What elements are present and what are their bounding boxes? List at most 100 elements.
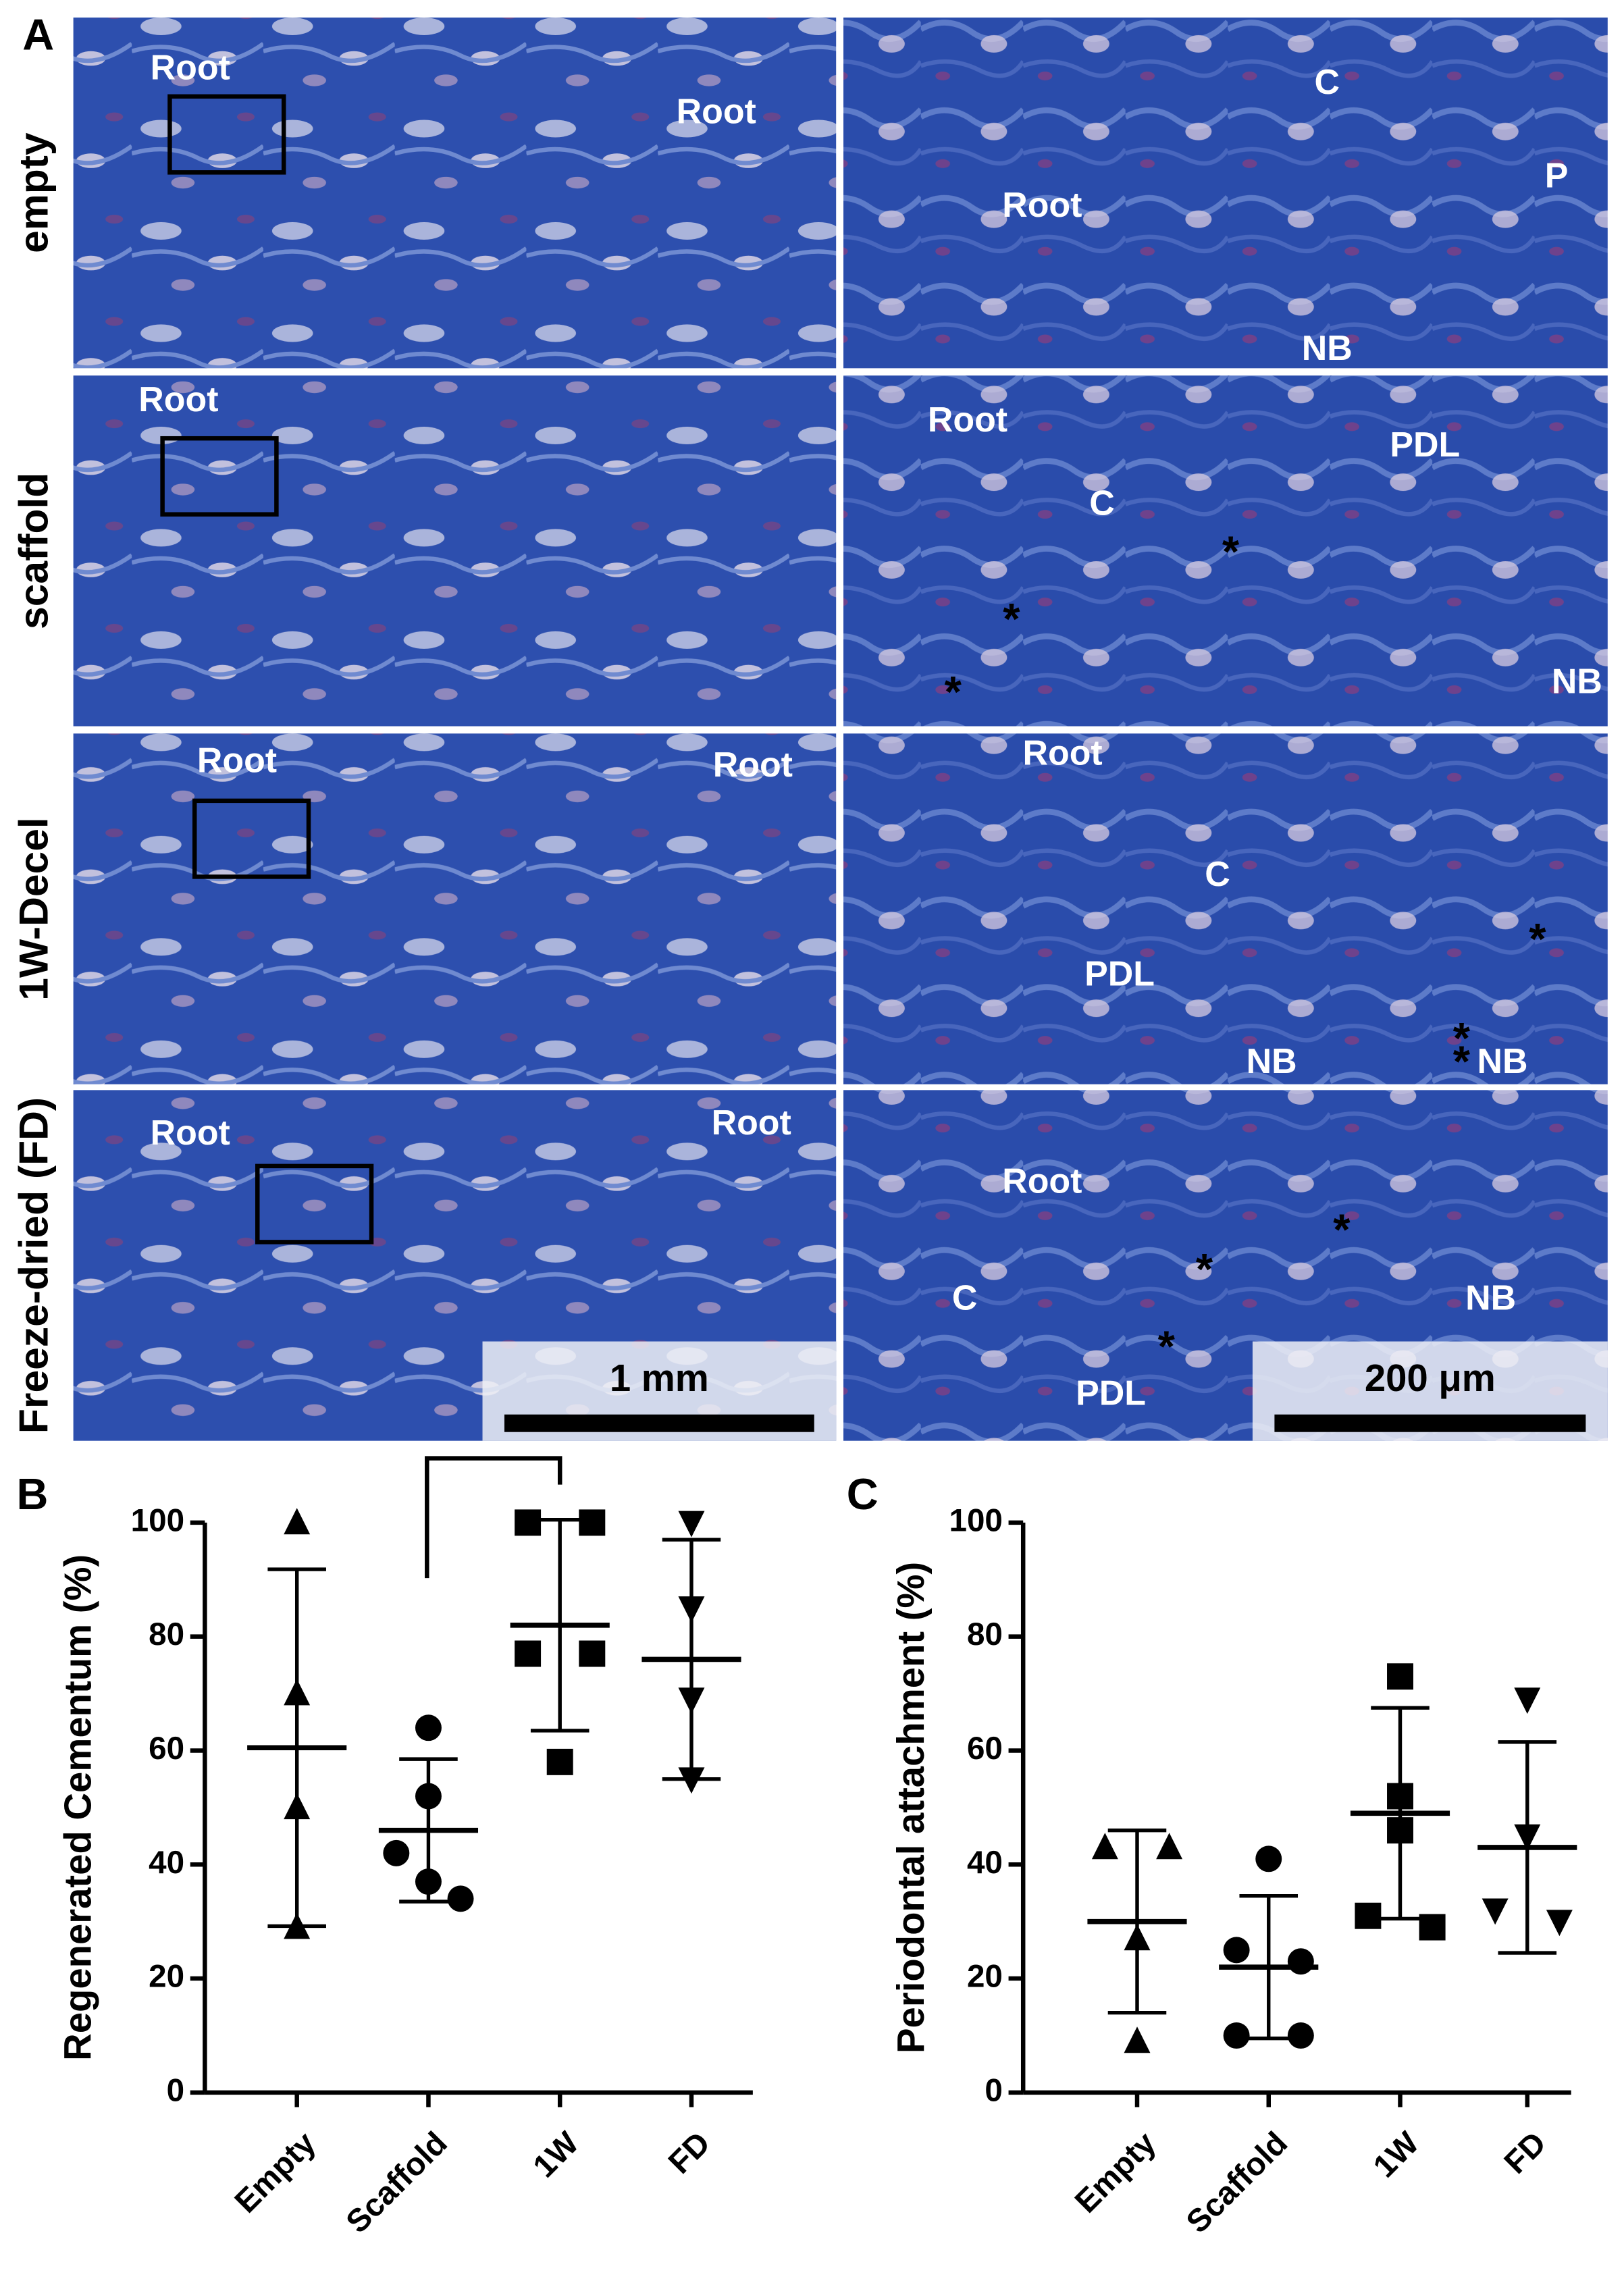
row-label: 1W-Decel bbox=[10, 817, 56, 1000]
point bbox=[1546, 1910, 1573, 1937]
point bbox=[1223, 2022, 1250, 2049]
inset-box bbox=[160, 436, 279, 517]
image-label: NB bbox=[1465, 1279, 1516, 1318]
image-label: C bbox=[1089, 483, 1115, 523]
image-label: C bbox=[1205, 855, 1230, 894]
scale-label: 1 mm bbox=[610, 1357, 709, 1399]
histology-image bbox=[843, 733, 1608, 1084]
scale-bar bbox=[504, 1414, 814, 1432]
image-label: Root bbox=[712, 1103, 791, 1143]
y-tick-label: 20 bbox=[967, 1959, 1003, 1995]
point bbox=[579, 1509, 606, 1536]
point bbox=[1091, 1833, 1118, 1860]
image-label: NB bbox=[1302, 329, 1353, 368]
point bbox=[1223, 1937, 1250, 1964]
point bbox=[1287, 2022, 1314, 2049]
row-label: empty bbox=[10, 132, 56, 253]
y-tick-label: 0 bbox=[985, 2072, 1002, 2108]
point bbox=[1482, 1898, 1509, 1925]
image-label: Root bbox=[713, 745, 793, 785]
image-label: PDL bbox=[1076, 1373, 1146, 1413]
point bbox=[678, 1511, 705, 1538]
image-label: Root bbox=[1023, 734, 1103, 773]
histology-image bbox=[843, 17, 1608, 369]
image-label: P bbox=[1545, 157, 1569, 196]
image-label: Root bbox=[151, 49, 230, 88]
point bbox=[447, 1885, 474, 1912]
x-tick-label: Empty bbox=[1068, 2125, 1163, 2220]
y-tick-label: 100 bbox=[949, 1502, 1002, 1538]
image-label: NB bbox=[1247, 1042, 1297, 1081]
histology-image bbox=[73, 375, 837, 727]
significance-bracket bbox=[425, 1456, 562, 1579]
point bbox=[1514, 1687, 1541, 1714]
x-tick-label: Scaffold bbox=[1180, 2125, 1294, 2240]
x-tick-label: Scaffold bbox=[340, 2125, 454, 2240]
point bbox=[1156, 1833, 1183, 1860]
image-label: Root bbox=[138, 380, 218, 419]
image-label: NB bbox=[1552, 662, 1602, 701]
image-label: * bbox=[1529, 914, 1546, 964]
y-tick-label: 80 bbox=[967, 1617, 1003, 1652]
point bbox=[546, 1748, 573, 1775]
panel-letter: C bbox=[847, 1469, 879, 1519]
point bbox=[415, 1714, 442, 1741]
inset-box bbox=[192, 798, 311, 879]
y-axis-title: Regenerated Cementum (%) bbox=[56, 1554, 99, 2061]
y-tick-label: 40 bbox=[149, 1845, 184, 1881]
y-tick-label: 60 bbox=[967, 1731, 1003, 1766]
point bbox=[383, 1839, 410, 1866]
point bbox=[1255, 1845, 1282, 1872]
image-label: C bbox=[1315, 63, 1340, 102]
x-tick-label: FD bbox=[1498, 2125, 1553, 2180]
histology-image bbox=[73, 17, 837, 369]
point bbox=[1124, 2026, 1151, 2053]
point bbox=[515, 1509, 542, 1536]
y-tick-label: 100 bbox=[131, 1502, 184, 1538]
point bbox=[579, 1640, 606, 1667]
image-label: Root bbox=[1002, 186, 1082, 225]
image-label: * bbox=[1222, 527, 1240, 576]
image-label: * bbox=[1453, 1037, 1471, 1086]
panel-letter: B bbox=[17, 1469, 49, 1519]
image-label: Root bbox=[1002, 1162, 1082, 1201]
y-tick-label: 0 bbox=[167, 2072, 184, 2108]
image-label: * bbox=[1003, 594, 1020, 644]
point bbox=[1387, 1663, 1413, 1690]
inset-box bbox=[255, 1163, 374, 1244]
y-tick-label: 80 bbox=[149, 1617, 184, 1652]
x-tick-label: FD bbox=[662, 2125, 717, 2180]
histology-image bbox=[73, 733, 837, 1084]
panel-a: A empty Root Root Root C P NB scaffold Root Root C… bbox=[10, 9, 1608, 1441]
image-label: C bbox=[952, 1279, 978, 1318]
row-label: scaffold bbox=[10, 473, 56, 629]
y-axis-title: Periodontal attachment (%) bbox=[889, 1562, 932, 2053]
image-label: Root bbox=[928, 400, 1007, 440]
scale-label: 200 μm bbox=[1365, 1357, 1496, 1399]
image-label: * bbox=[1158, 1322, 1176, 1371]
image-label: * bbox=[1453, 1014, 1471, 1063]
histology-image bbox=[843, 375, 1608, 727]
scale-bar bbox=[1274, 1414, 1586, 1432]
image-label: Root bbox=[151, 1113, 230, 1153]
x-tick-label: 1W bbox=[1367, 2125, 1426, 2184]
point bbox=[1355, 1902, 1382, 1929]
inset-box bbox=[167, 94, 286, 175]
image-label: * bbox=[945, 667, 962, 716]
point bbox=[1287, 1948, 1314, 1975]
image-label: NB bbox=[1477, 1042, 1527, 1081]
y-tick-label: 40 bbox=[967, 1845, 1003, 1881]
y-tick-label: 20 bbox=[149, 1959, 184, 1995]
image-label: Root bbox=[677, 93, 756, 132]
image-label: PDL bbox=[1390, 425, 1460, 465]
row-label: Freeze-dried (FD) bbox=[10, 1097, 56, 1434]
y-tick-label: 60 bbox=[149, 1731, 184, 1766]
image-label: PDL bbox=[1084, 954, 1155, 993]
x-tick-label: 1W bbox=[527, 2125, 586, 2184]
image-label: Root bbox=[197, 741, 277, 780]
image-label: * bbox=[1333, 1205, 1351, 1255]
point bbox=[284, 1508, 311, 1535]
point bbox=[515, 1640, 542, 1667]
